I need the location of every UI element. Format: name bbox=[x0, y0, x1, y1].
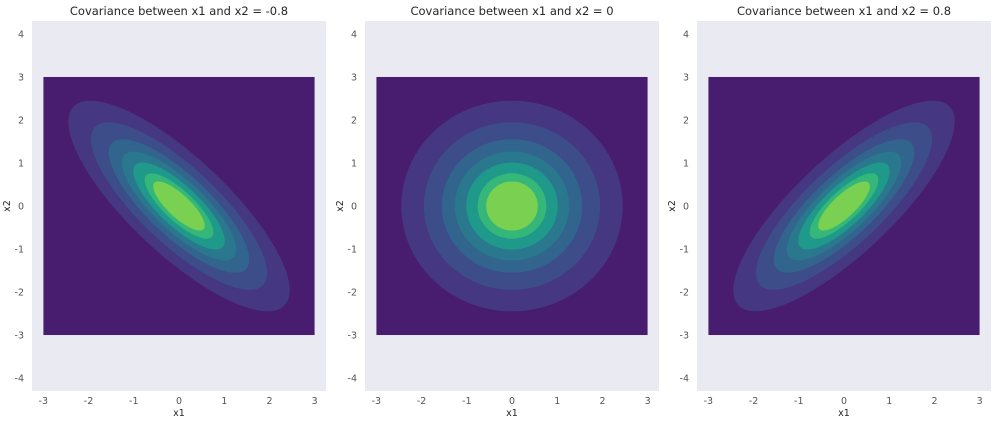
x-tick-label: 2 bbox=[931, 396, 937, 407]
x-tick-label: 3 bbox=[645, 396, 651, 407]
y-tick-label: -1 bbox=[348, 245, 357, 256]
y-tick-label: 0 bbox=[351, 202, 357, 213]
contour-fill bbox=[708, 76, 980, 336]
y-tick-label: 1 bbox=[683, 158, 689, 169]
chart-title: Covariance between x1 and x2 = 0 bbox=[410, 4, 613, 18]
y-tick-label: 4 bbox=[683, 29, 689, 40]
x-tick-label: -2 bbox=[84, 396, 93, 407]
x-tick-label: 1 bbox=[886, 396, 892, 407]
x-tick-label: 2 bbox=[266, 396, 272, 407]
y-tick-label: 1 bbox=[18, 158, 24, 169]
y-tick-label: 4 bbox=[18, 29, 24, 40]
x-tick-label: 1 bbox=[221, 396, 227, 407]
x-tick-label: -3 bbox=[704, 396, 713, 407]
x-tick-label: -1 bbox=[794, 396, 803, 407]
x-tick-label: -1 bbox=[129, 396, 138, 407]
y-tick-label: -1 bbox=[15, 245, 24, 256]
y-tick-label: -1 bbox=[680, 245, 689, 256]
y-tick-label: -2 bbox=[15, 288, 24, 299]
x-tick-label: 3 bbox=[977, 396, 983, 407]
y-tick-label: 3 bbox=[18, 72, 24, 83]
x-tick-label: -3 bbox=[39, 396, 48, 407]
y-tick-label: 2 bbox=[683, 115, 689, 126]
y-tick-label: 0 bbox=[18, 202, 24, 213]
y-tick-label: -4 bbox=[348, 374, 357, 385]
x-tick-label: -2 bbox=[749, 396, 758, 407]
contour-band-7 bbox=[818, 181, 870, 231]
y-tick-label: -3 bbox=[680, 331, 689, 342]
contour-fill bbox=[376, 76, 648, 336]
x-axis-label: x1 bbox=[838, 408, 850, 419]
x-tick-label: 0 bbox=[176, 396, 182, 407]
y-tick-label: 4 bbox=[351, 29, 357, 40]
subplot-3: Covariance between x1 and x2 = 0.8 -3 -2 -1… bbox=[667, 4, 991, 419]
chart-title: Covariance between x1 and x2 = -0.8 bbox=[70, 4, 288, 18]
x-tick-label: -1 bbox=[462, 396, 471, 407]
y-axis-label: x2 bbox=[667, 200, 678, 212]
contour-band-7 bbox=[486, 181, 538, 231]
x-tick-label: 0 bbox=[509, 396, 515, 407]
contour-fill bbox=[43, 76, 315, 336]
y-tick-label: -3 bbox=[348, 331, 357, 342]
y-tick-label: -3 bbox=[15, 331, 24, 342]
y-tick-label: 3 bbox=[683, 72, 689, 83]
y-axis-label: x2 bbox=[2, 200, 13, 212]
subplot-1: Covariance between x1 and x2 = -0.8 -3 -2 -… bbox=[2, 4, 326, 419]
x-tick-label: 0 bbox=[841, 396, 847, 407]
y-tick-label: 2 bbox=[351, 115, 357, 126]
y-tick-label: -4 bbox=[15, 374, 24, 385]
y-axis-label: x2 bbox=[335, 200, 346, 212]
y-tick-label: -2 bbox=[680, 288, 689, 299]
subplot-2: Covariance between x1 and x2 = 0 -3 -2 -1 0 1… bbox=[335, 4, 659, 419]
y-tick-label: 1 bbox=[351, 158, 357, 169]
x-tick-label: 1 bbox=[554, 396, 560, 407]
y-tick-label: 2 bbox=[18, 115, 24, 126]
x-tick-label: 2 bbox=[599, 396, 605, 407]
y-tick-label: 0 bbox=[683, 202, 689, 213]
y-tick-label: -4 bbox=[680, 374, 689, 385]
x-tick-label: 3 bbox=[312, 396, 318, 407]
contour-band-7 bbox=[153, 181, 205, 231]
y-tick-label: -2 bbox=[348, 288, 357, 299]
x-axis-label: x1 bbox=[506, 408, 518, 419]
chart-title: Covariance between x1 and x2 = 0.8 bbox=[737, 4, 951, 18]
x-tick-label: -3 bbox=[372, 396, 381, 407]
x-tick-label: -2 bbox=[417, 396, 426, 407]
x-axis-label: x1 bbox=[173, 408, 185, 419]
y-tick-label: 3 bbox=[351, 72, 357, 83]
